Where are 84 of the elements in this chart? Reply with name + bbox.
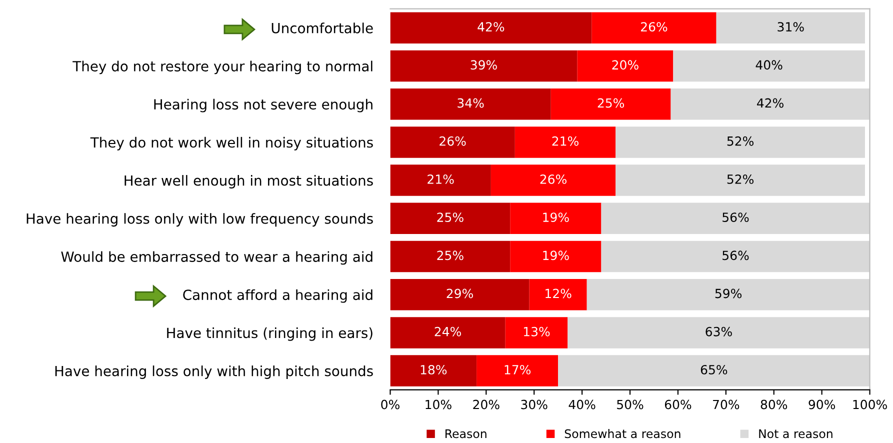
bar [510,202,602,234]
data-label: 12% [546,288,572,298]
bar [510,240,602,272]
bar [586,278,870,310]
x-tick-label: 100% [853,400,887,410]
data-label: 20% [612,60,638,70]
bar [390,12,592,44]
bar [390,88,551,120]
bar [390,202,510,234]
bar [390,278,530,310]
data-label: 56% [722,250,749,260]
data-label: 24% [434,326,461,336]
y-tick-label: They do not work well in noisy situations [90,136,373,150]
bar [390,240,510,272]
x-tick-label: 70% [713,400,740,410]
data-label: 29% [446,288,473,298]
data-label: 18% [420,364,447,374]
data-label: 63% [706,326,732,336]
data-label: 40% [756,60,782,70]
y-tick-label: Would be embarrassed to wear a hearing aid [61,251,372,265]
data-label: 31% [778,22,804,32]
data-label: 19% [543,250,569,260]
data-label: 42% [478,22,504,32]
x-tick-label: 40% [568,400,596,410]
bar [390,126,515,158]
x-tick-label: 90% [808,400,836,410]
bar [616,164,865,196]
bar [592,12,716,44]
data-label: 25% [598,98,624,108]
bar [390,317,506,348]
bar [490,164,616,196]
bar [670,88,870,120]
data-label: 19% [543,212,569,222]
legend-label: Not a reason [759,429,832,438]
y-tick-label: Hearing loss not severe enough [154,98,372,112]
bar [601,240,870,272]
data-label: 59% [715,288,742,298]
bar [558,355,870,386]
y-tick-label: Cannot afford a hearing aid [183,289,372,303]
bar [601,202,870,234]
bar [514,126,616,158]
data-label: 65% [700,364,728,374]
bar [568,317,870,348]
bar [550,88,671,120]
y-tick-label: Have hearing loss only with low frequency sounds [26,213,373,227]
data-label: 26% [440,136,466,146]
x-tick-label: 80% [760,400,788,410]
bar [577,50,674,82]
bar [505,317,568,348]
data-label: 21% [552,136,578,146]
x-tick-label: 50% [617,400,644,410]
data-label: 52% [727,174,754,184]
data-label: 34% [458,98,484,108]
data-label: 39% [470,60,497,70]
x-tick-label: 30% [521,400,548,410]
data-label: 26% [540,174,566,184]
bar [390,50,578,82]
bar [673,50,865,82]
bar [529,278,587,310]
bar [390,164,491,196]
x-tick-label: 20% [473,400,500,410]
y-tick-label: They do not restore your hearing to normal [72,60,372,74]
x-tick-label: 10% [426,400,452,410]
data-label: 13% [524,326,550,336]
data-label: 52% [727,136,754,146]
y-tick-label: Have tinnitus (ringing in ears) [167,327,372,341]
y-tick-label: Have hearing loss only with high pitch sounds [55,366,373,379]
data-label: 56% [722,212,749,222]
data-label: 21% [428,174,454,184]
bar [476,355,558,386]
data-label: 26% [641,22,668,32]
legend-label: Somewhat a reason [564,429,680,438]
data-label: 25% [437,212,464,222]
data-label: 17% [504,364,531,374]
data-label: 25% [437,250,464,260]
bar [716,12,865,44]
bar [616,126,865,158]
y-tick-label: Hear well enough in most situations [124,175,373,188]
x-tick-label: 60% [664,400,692,410]
y-tick-label: Uncomfortable [272,22,373,34]
x-tick-label: 0% [381,400,400,410]
data-label: 42% [756,98,784,108]
bar [390,355,477,386]
legend-label: Reason [446,429,486,438]
